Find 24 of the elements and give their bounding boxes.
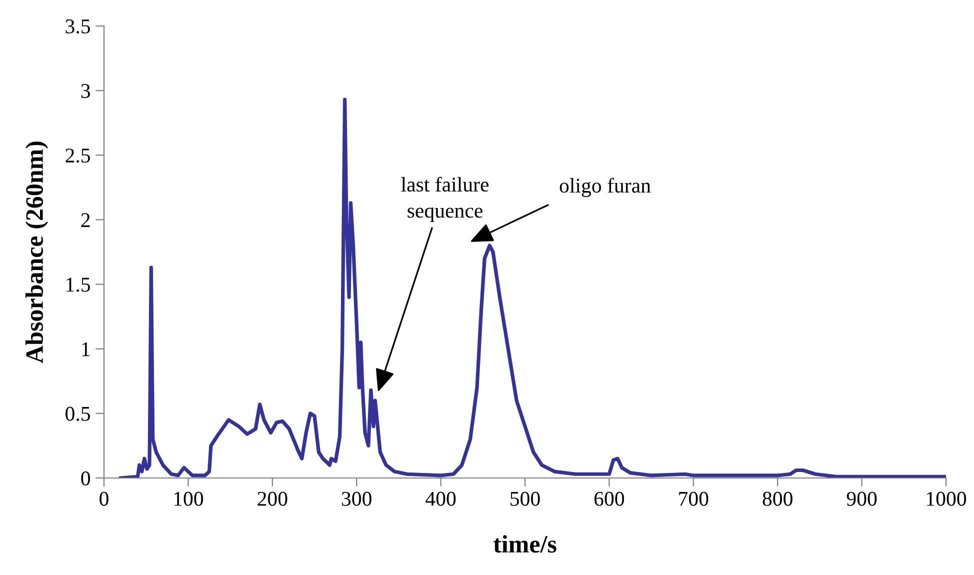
y-axis-title: Absorbance (260nm)	[25, 142, 48, 364]
line-series	[119, 98, 946, 478]
y-tick-label: 0	[81, 471, 90, 486]
y-tick-label: 1.5	[66, 278, 90, 292]
y-tick-label: 3.5	[66, 19, 90, 34]
x-tick-label: 500	[510, 492, 540, 506]
y-tick-label: 3	[81, 84, 90, 98]
x-tick-label: 1000	[927, 492, 966, 506]
x-tick-label: 300	[342, 492, 372, 506]
x-tick-label: 800	[762, 492, 792, 506]
x-tick-label: 900	[846, 492, 877, 506]
x-tick-label: 200	[258, 492, 288, 506]
y-tick-label: 2.5	[66, 148, 90, 163]
x-axis-title: time/s	[493, 535, 556, 553]
annotation: last failure sequence	[401, 176, 489, 222]
x-tick-label: 0	[100, 492, 108, 506]
x-tick-label: 700	[679, 492, 708, 506]
x-tick-label: 100	[174, 492, 204, 506]
x-tick-label: 400	[426, 492, 456, 506]
x-tick-label: 600	[594, 492, 624, 506]
annotation: oligo furan	[560, 178, 651, 197]
y-tick-label: 2	[81, 213, 90, 227]
y-tick-label: 1	[82, 342, 90, 356]
y-tick-label: 0.5	[66, 406, 90, 421]
